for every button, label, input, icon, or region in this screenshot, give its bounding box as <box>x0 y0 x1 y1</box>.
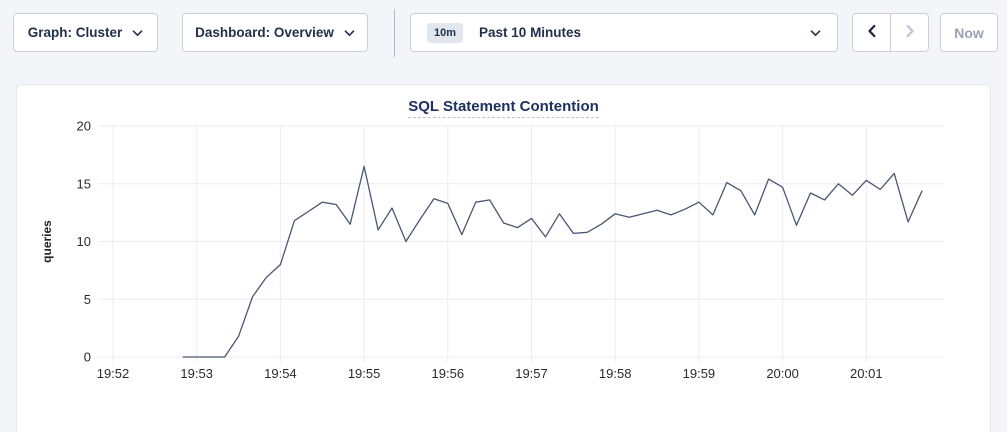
x-tick-label: 20:01 <box>850 366 883 381</box>
x-tick-label: 20:00 <box>766 366 799 381</box>
y-axis-label: queries <box>40 220 54 263</box>
chevron-down-icon <box>810 24 821 42</box>
now-button[interactable]: Now <box>940 13 998 52</box>
x-tick-label: 19:57 <box>515 366 548 381</box>
graph-toolbar: Graph: Cluster Dashboard: Overview 10m P… <box>0 0 1007 68</box>
sql-statement-contention-chart: 0 5 10 15 20 19:52 19:53 19:54 19:55 19:56 19:57 19… <box>40 119 944 381</box>
graph-dropdown[interactable]: Graph: Cluster <box>13 13 158 52</box>
time-range-label: Past 10 Minutes <box>479 25 582 40</box>
x-tick-label: 19:56 <box>432 366 465 381</box>
time-step-forward-button[interactable] <box>890 14 928 51</box>
chevron-down-icon <box>344 25 355 40</box>
y-tick-label: 0 <box>84 350 91 365</box>
time-step-button-group <box>852 13 929 52</box>
dashboard-dropdown[interactable]: Dashboard: Overview <box>182 13 368 52</box>
chevron-down-icon <box>132 25 143 40</box>
x-tick-label: 19:53 <box>180 366 213 381</box>
y-tick-label: 20 <box>77 119 91 134</box>
chart-title[interactable]: SQL Statement Contention <box>408 98 599 118</box>
dashboard-dropdown-label: Dashboard: Overview <box>195 25 334 40</box>
time-range-badge: 10m <box>427 22 464 43</box>
chevron-left-icon <box>866 24 878 41</box>
x-tick-label: 19:54 <box>264 366 297 381</box>
chevron-right-icon <box>904 24 916 41</box>
x-tick-label: 19:55 <box>348 366 381 381</box>
x-tick-label: 19:52 <box>97 366 130 381</box>
chart-panel: SQL Statement Contention 0 5 10 15 20 19:52 19… <box>16 84 991 432</box>
time-range-picker[interactable]: 10m Past 10 Minutes <box>410 13 838 52</box>
y-tick-label: 15 <box>77 176 91 191</box>
x-tick-label: 19:59 <box>683 366 716 381</box>
x-tick-label: 19:58 <box>599 366 632 381</box>
toolbar-divider <box>394 9 395 57</box>
chart-title-row: SQL Statement Contention <box>17 85 990 118</box>
y-tick-label: 10 <box>77 234 91 249</box>
time-step-back-button[interactable] <box>853 14 890 51</box>
graph-dropdown-label: Graph: Cluster <box>27 25 123 40</box>
y-tick-label: 5 <box>84 292 91 307</box>
series-line-queries <box>182 165 923 358</box>
